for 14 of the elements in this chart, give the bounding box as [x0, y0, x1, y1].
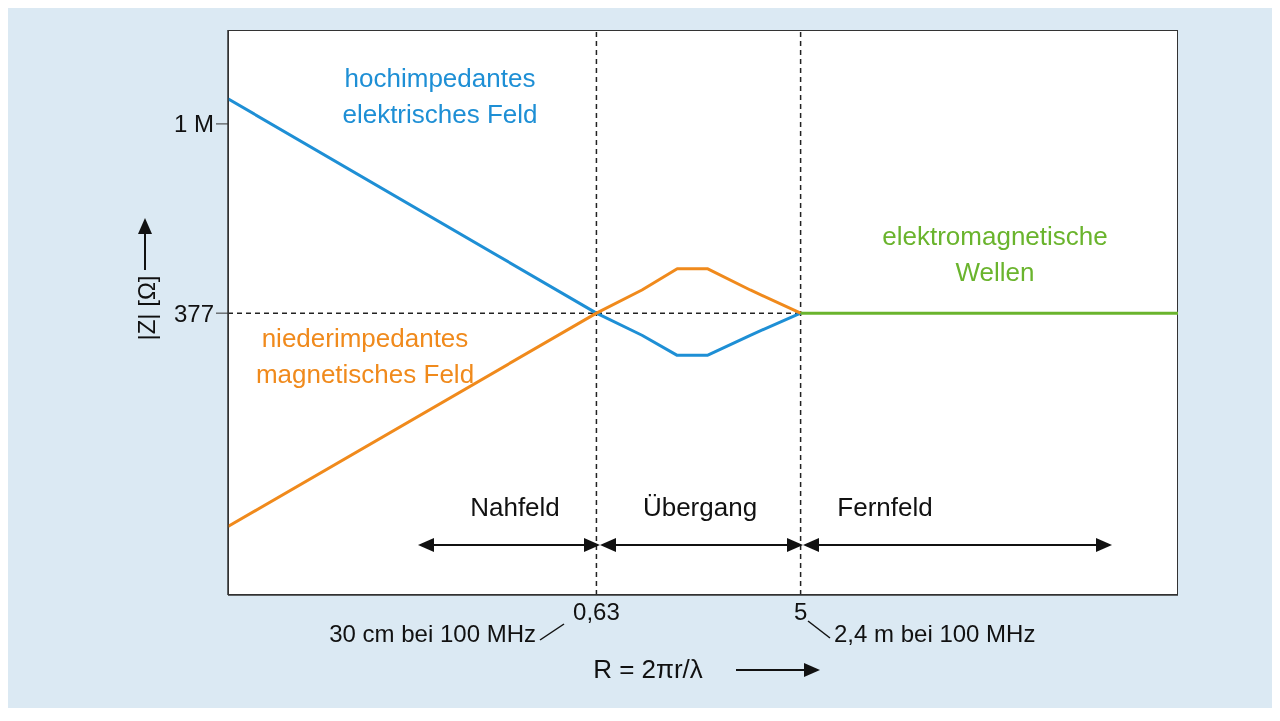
series-label: hochimpedantes elektrisches Feld: [341, 62, 539, 131]
annotation: Übergang: [641, 492, 759, 523]
y-axis-title: |Z| [Ω]: [133, 274, 161, 343]
series-label: elektromagnetische Wellen: [881, 220, 1109, 289]
text: 30 cm bei 100 MHz: [329, 620, 536, 648]
y-tick-label: 1 M: [173, 110, 214, 138]
annotation: Nahfeld: [469, 492, 561, 523]
text: 2,4 m bei 100 MHz: [834, 620, 1036, 648]
annotation: Fernfeld: [836, 492, 934, 523]
x-tick-label: 5: [793, 598, 808, 626]
x-tick-label: 0,63: [573, 598, 620, 626]
x-axis-title: R = 2πr/λ: [592, 654, 704, 685]
y-tick-label: 377: [173, 299, 214, 327]
series-label: niederimpedantes magnetisches Feld: [254, 322, 476, 391]
